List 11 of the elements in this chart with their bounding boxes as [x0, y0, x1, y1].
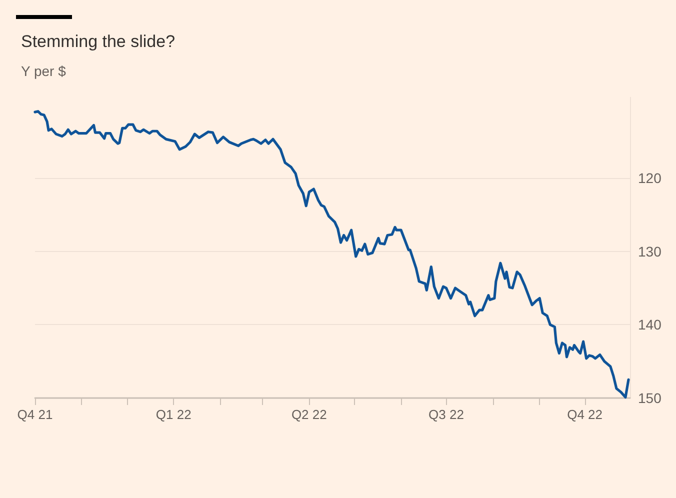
y-tick-label: 150	[638, 390, 662, 406]
chart-title: Stemming the slide?	[21, 32, 176, 51]
x-tick-label: Q3 22	[428, 407, 464, 422]
x-tick-label: Q2 22	[291, 407, 327, 422]
x-tick-label: Q1 22	[156, 407, 192, 422]
x-tick-label: Q4 21	[17, 407, 53, 422]
y-tick-label: 130	[638, 243, 662, 260]
y-tick-label: 140	[638, 316, 662, 333]
x-tick-label: Q4 22	[567, 407, 603, 422]
y-tick-label: 120	[638, 170, 662, 186]
chart-subtitle: Y per $	[21, 63, 66, 79]
